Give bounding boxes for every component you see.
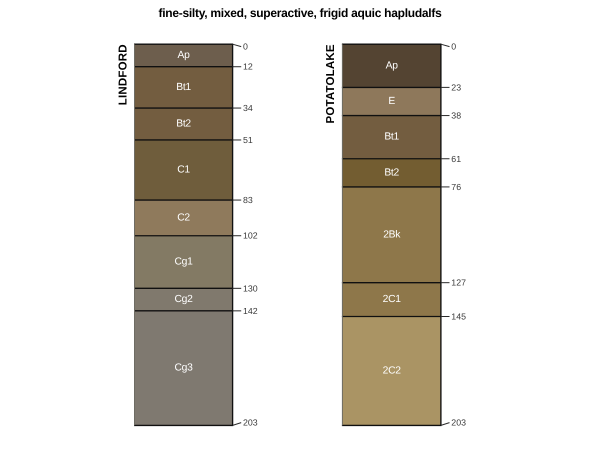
svg-text:12: 12: [243, 62, 253, 72]
svg-text:Bt1: Bt1: [384, 132, 399, 143]
svg-text:2C2: 2C2: [383, 365, 402, 376]
svg-text:Ap: Ap: [178, 50, 191, 61]
svg-text:Cg1: Cg1: [175, 257, 194, 268]
svg-text:fine-silty, mixed, superactive: fine-silty, mixed, superactive, frigid a…: [158, 6, 442, 20]
svg-text:Cg3: Cg3: [175, 363, 194, 374]
svg-text:83: 83: [243, 195, 253, 205]
svg-text:Ap: Ap: [386, 60, 399, 71]
svg-text:0: 0: [451, 42, 456, 52]
svg-text:Bt1: Bt1: [176, 82, 191, 93]
svg-text:76: 76: [451, 182, 461, 192]
svg-text:2Bk: 2Bk: [383, 229, 401, 240]
svg-text:LINDFORD: LINDFORD: [118, 44, 130, 105]
svg-text:C1: C1: [177, 165, 190, 176]
svg-text:127: 127: [451, 278, 466, 288]
svg-text:102: 102: [243, 231, 258, 241]
svg-text:51: 51: [243, 135, 253, 145]
svg-text:Bt2: Bt2: [384, 167, 399, 178]
svg-text:145: 145: [451, 311, 466, 321]
svg-text:0: 0: [243, 42, 248, 52]
svg-text:2C1: 2C1: [383, 294, 402, 305]
svg-text:203: 203: [451, 418, 466, 428]
svg-text:130: 130: [243, 283, 258, 293]
svg-text:203: 203: [243, 418, 258, 428]
svg-text:142: 142: [243, 306, 258, 316]
svg-text:23: 23: [451, 82, 461, 92]
svg-text:Cg2: Cg2: [175, 294, 194, 305]
svg-text:C2: C2: [177, 212, 190, 223]
svg-text:POTATOLAKE: POTATOLAKE: [325, 44, 337, 123]
svg-text:Bt2: Bt2: [176, 119, 191, 130]
svg-text:38: 38: [451, 111, 461, 121]
svg-text:61: 61: [451, 154, 461, 164]
svg-text:34: 34: [243, 103, 253, 113]
svg-text:E: E: [388, 96, 395, 107]
